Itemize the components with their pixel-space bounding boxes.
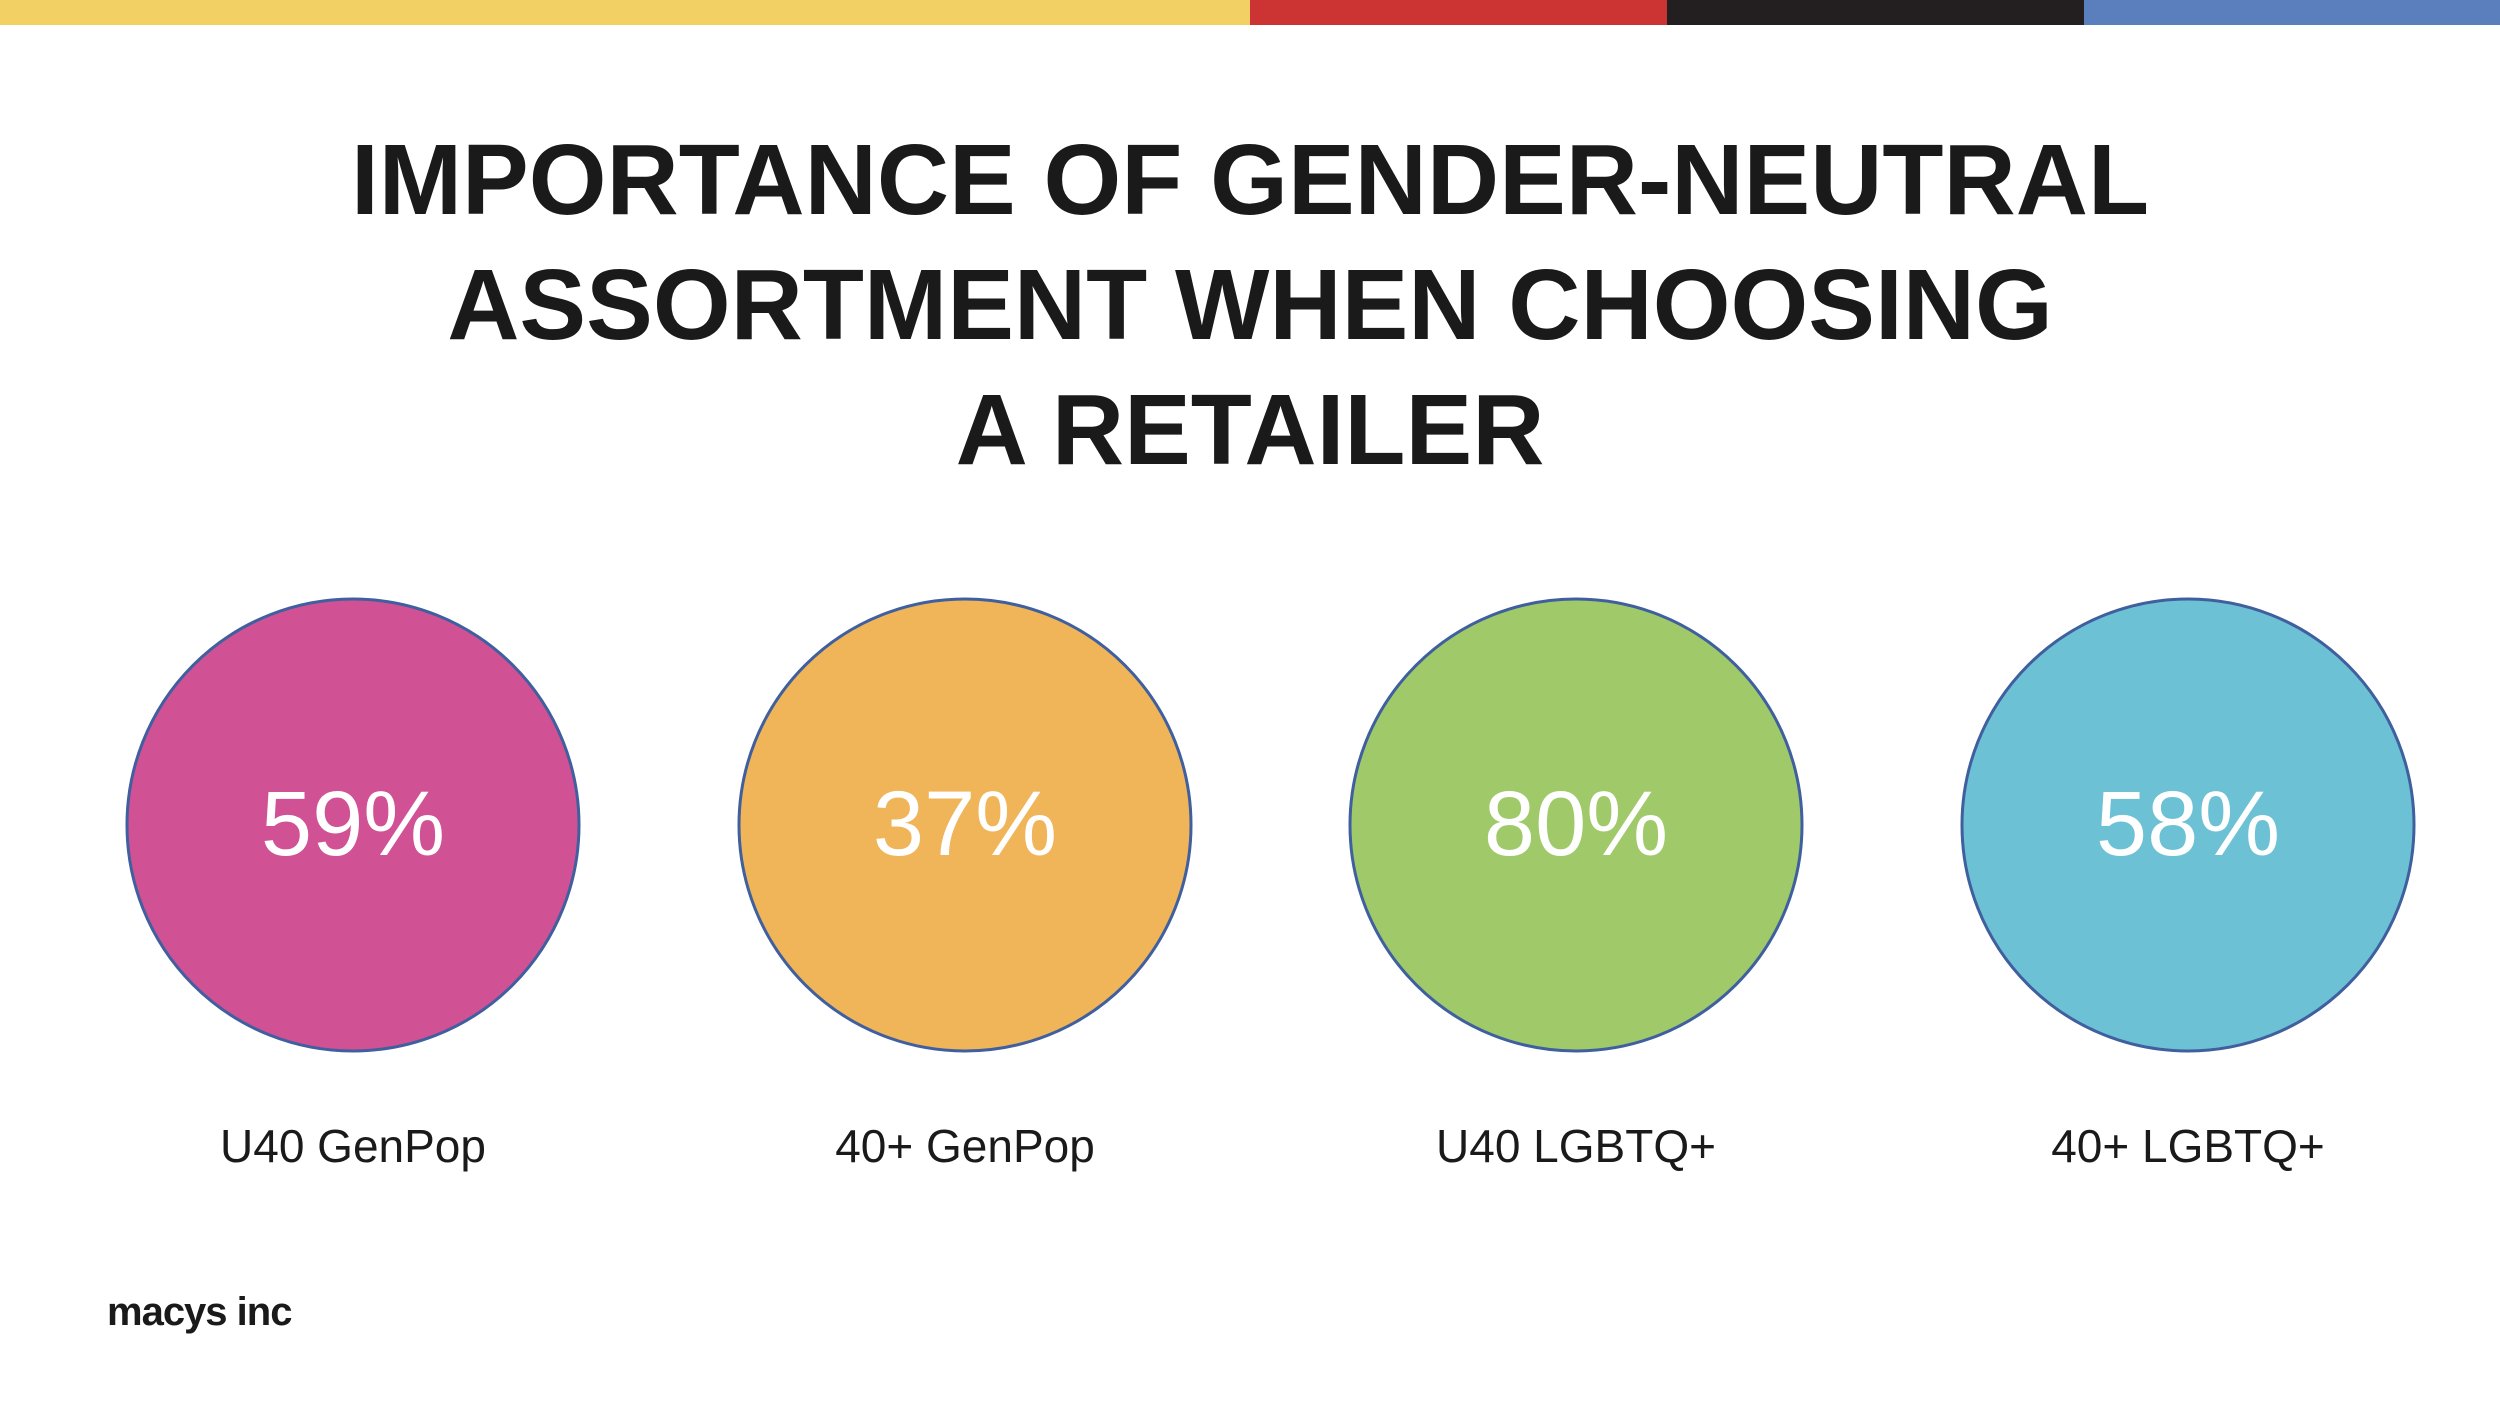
data-bubble <box>125 597 581 1053</box>
chart-title: IMPORTANCE OF GENDER-NEUTRAL ASSORTMENT … <box>350 124 2150 486</box>
stripe-yellow <box>0 0 1250 25</box>
data-bubble <box>1960 597 2416 1053</box>
bubble-group: 58% 40+ LGBTQ+ <box>1960 597 2416 1172</box>
data-value-label: 37% <box>873 773 1057 875</box>
data-value-label: 58% <box>2096 773 2280 875</box>
bubble-group: 80% U40 LGBTQ+ <box>1348 597 1804 1172</box>
category-label: 40+ LGBTQ+ <box>2051 1120 2325 1172</box>
stripe-blue <box>2084 0 2500 25</box>
bubble-group: 59% U40 GenPop <box>125 597 581 1172</box>
stripe-red <box>1250 0 1667 25</box>
data-value-label: 80% <box>1484 773 1668 875</box>
stripe-black <box>1667 0 2084 25</box>
bubble-chart: 59% U40 GenPop 37% 40+ GenPop 80% U40 LGBTQ+ 5… <box>125 597 2416 1172</box>
color-stripe-bar <box>0 0 2500 25</box>
macys-logo: macys inc <box>107 1290 292 1334</box>
bubble-group: 37% 40+ GenPop <box>737 597 1193 1172</box>
data-bubble <box>737 597 1193 1053</box>
data-bubble <box>1348 597 1804 1053</box>
data-value-label: 59% <box>261 773 445 875</box>
category-label: U40 LGBTQ+ <box>1436 1120 1716 1172</box>
category-label: 40+ GenPop <box>835 1120 1095 1172</box>
category-label: U40 GenPop <box>220 1120 486 1172</box>
